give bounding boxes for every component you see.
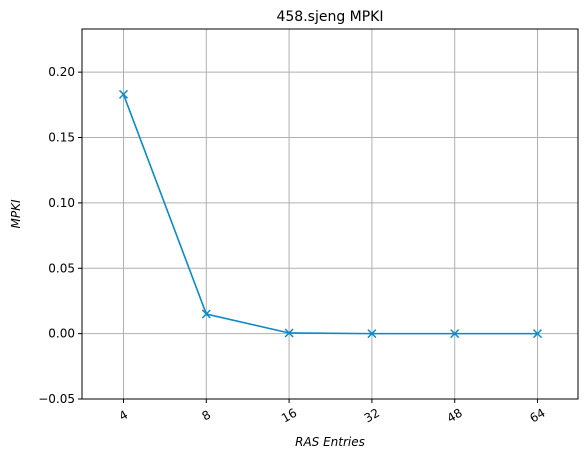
y-tick-label: 0.05 bbox=[48, 261, 75, 275]
x-axis-label: RAS Entries bbox=[295, 435, 365, 449]
data-point-marker bbox=[284, 328, 294, 338]
data-point-marker bbox=[367, 329, 377, 339]
y-tick-label: 0.15 bbox=[48, 131, 75, 145]
data-point-marker bbox=[532, 329, 543, 339]
y-axis-label: MPKI bbox=[9, 199, 23, 228]
y-tick-label: 0.00 bbox=[48, 327, 75, 341]
data-point-marker bbox=[118, 89, 129, 99]
y-tick-label: 0.10 bbox=[48, 196, 75, 210]
grid bbox=[82, 29, 578, 400]
x-tick-label: 48 bbox=[445, 406, 465, 426]
data-point-marker bbox=[201, 309, 211, 319]
x-tick-label: 64 bbox=[527, 406, 547, 426]
series bbox=[118, 89, 543, 339]
y-tick-label: −0.05 bbox=[38, 392, 75, 406]
plot-frame bbox=[81, 28, 579, 400]
x-tick-label: 8 bbox=[199, 408, 213, 424]
y-tick-label: 0.20 bbox=[48, 65, 75, 79]
x-tick-label: 16 bbox=[279, 406, 299, 426]
x-ticks: 4 8 16 32 48 64 bbox=[117, 399, 548, 425]
y-ticks: −0.05 0.00 0.05 0.10 0.15 0.20 bbox=[38, 65, 82, 406]
series-line bbox=[122, 94, 538, 335]
x-tick-label: 4 bbox=[117, 408, 131, 424]
chart-title: 458.sjeng MPKI bbox=[276, 9, 383, 25]
x-tick-label: 32 bbox=[362, 406, 382, 426]
data-point-marker bbox=[450, 329, 460, 339]
